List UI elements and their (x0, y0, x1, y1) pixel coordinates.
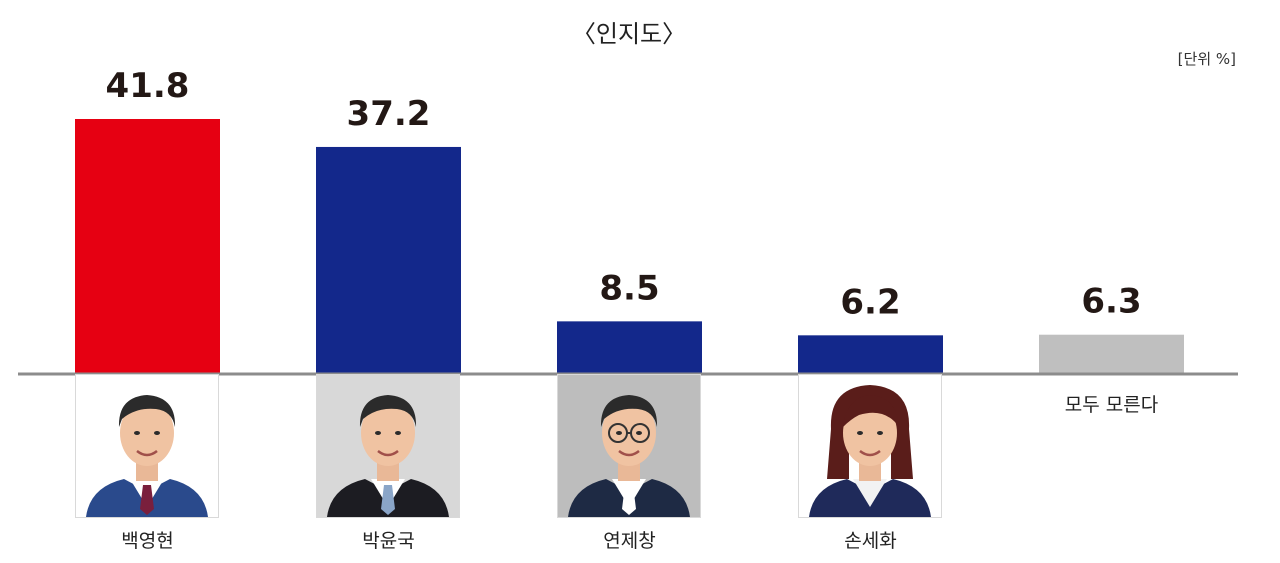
bar-4 (798, 335, 943, 373)
value-label-2: 37.2 (347, 94, 431, 134)
category-label-5: 모두 모른다 (1064, 394, 1159, 416)
person-photo-man-dark-hair (316, 374, 460, 518)
person-photo-man-grey-hair (75, 374, 219, 518)
person-photo-woman (798, 374, 942, 518)
value-label-5: 6.3 (1081, 282, 1141, 322)
value-label-3: 8.5 (599, 268, 659, 308)
value-label-4: 6.2 (840, 282, 900, 322)
value-label-1: 41.8 (106, 66, 190, 106)
unit-label: [단위 %] (1177, 50, 1236, 68)
bar-3 (557, 321, 702, 373)
bar-1 (75, 119, 220, 373)
category-label-4: 손세화 (844, 530, 897, 552)
chart-title: 〈인지도〉 (571, 20, 687, 48)
category-label-2: 박윤국 (362, 530, 415, 552)
category-label-1: 백영현 (121, 530, 174, 552)
person-photo-man-glasses (557, 374, 701, 518)
category-label-3: 연제창 (603, 530, 656, 552)
bar-2 (316, 146, 461, 373)
bar-5 (1039, 334, 1184, 373)
